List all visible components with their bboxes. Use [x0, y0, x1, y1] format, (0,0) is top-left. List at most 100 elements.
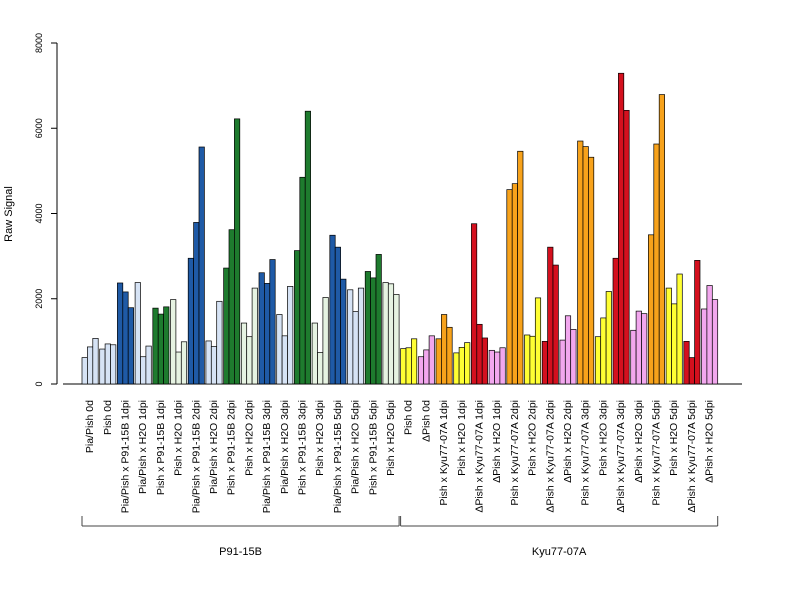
bar [134, 282, 141, 385]
bar [648, 234, 655, 385]
bar [364, 271, 371, 385]
bar [446, 326, 453, 385]
bar [228, 229, 235, 385]
bar [393, 294, 400, 385]
x-tick-label: ΔPish x Kyu77-07A 5dpi [686, 400, 698, 513]
bar [612, 257, 619, 385]
bar [541, 341, 548, 385]
bar [140, 356, 147, 385]
bar [676, 273, 683, 385]
bar [251, 287, 258, 385]
bar [694, 260, 701, 385]
x-tick-label: Pia/Pish x P91-15B 3dpi [261, 400, 273, 513]
x-tick-label: ΔPish x Kyu77-07A 2dpi [544, 400, 556, 513]
x-tick-label: ΔPish x Kyu77-07A 1dpi [474, 400, 486, 513]
x-tick-labels: Pia/Pish 0d Pish 0d Pia/Pish x P91-15B 1dp… [84, 400, 715, 513]
bar [387, 283, 395, 385]
bar [488, 349, 495, 385]
bar [205, 340, 212, 385]
x-tick-label: Pia/Pish x P91-15B 5dpi [332, 400, 344, 513]
bar [329, 234, 336, 385]
bar [198, 146, 205, 385]
x-tick-label: Pish x H2O 2dpi [527, 400, 539, 476]
bar [577, 140, 584, 385]
bar [145, 345, 152, 385]
bar [582, 146, 589, 385]
bar [92, 338, 99, 385]
bar [534, 297, 542, 385]
bar [623, 109, 630, 385]
x-tick-label: Pish x Kyu77-07A 2dpi [509, 400, 521, 506]
y-tick-label: 0 [34, 381, 44, 386]
x-tick-label: Pish x Kyu77-07A 3dpi [580, 400, 592, 506]
x-tick-label: Pia/Pish x P91-15B 1dpi [120, 400, 132, 513]
bar [382, 282, 389, 385]
x-tick-label: ΔPish x H2O 2dpi [562, 400, 574, 483]
bar [334, 246, 341, 385]
bar [701, 308, 708, 385]
bar [405, 347, 412, 385]
bar [152, 307, 159, 385]
x-tick-label: Pish x H2O 3dpi [314, 400, 326, 476]
y-tick-label: 2000 [34, 289, 44, 309]
bar [481, 337, 488, 385]
bar [411, 338, 418, 385]
bar [453, 352, 460, 385]
x-tick-label: Pish x P91-15B 1dpi [155, 400, 167, 495]
bar [641, 313, 648, 385]
bracket-label: Kyu77-07A [532, 546, 587, 558]
x-tick-label: Pish x H2O 1dpi [456, 400, 468, 476]
x-tick-label: Pia/Pish x H2O 1dpi [137, 400, 149, 494]
bar [127, 307, 134, 385]
x-tick-label: Pish x H2O 3dpi [597, 400, 609, 476]
bar [511, 183, 518, 385]
bar [340, 278, 347, 385]
bar [605, 291, 612, 385]
bar [688, 357, 695, 385]
bar [547, 246, 554, 385]
bar [352, 311, 359, 385]
bar [653, 143, 660, 385]
bar [671, 303, 678, 385]
bar [258, 272, 265, 385]
bar [193, 222, 200, 385]
bar [570, 329, 577, 385]
bar [588, 156, 595, 385]
bar [435, 338, 442, 385]
x-tick-label: ΔPish x H2O 1dpi [491, 400, 503, 483]
bar [276, 314, 283, 385]
x-tick-label: Pish x H2O 5dpi [668, 400, 680, 476]
bar [287, 286, 294, 385]
bar [375, 254, 382, 385]
bar [499, 347, 506, 385]
bar [476, 323, 483, 385]
bar [600, 317, 607, 385]
x-tick-label: Pish x P91-15B 2dpi [226, 400, 238, 495]
x-tick-label: Pish x H2O 2dpi [243, 400, 255, 476]
bar [180, 341, 188, 385]
bar [464, 342, 471, 385]
x-tick-label: Pia/Pish 0d [84, 400, 96, 453]
x-tick-label: Pish 0d [403, 400, 415, 435]
x-tick-label: Pish 0d [102, 400, 114, 435]
bar [517, 150, 524, 385]
bar [552, 264, 559, 385]
y-tick-label: 4000 [34, 203, 44, 223]
bar [458, 346, 465, 385]
bar [471, 223, 478, 385]
bar [423, 349, 430, 385]
x-tick-label: Pish x P91-15B 5dpi [367, 400, 379, 495]
bar [157, 313, 164, 385]
bar [216, 300, 223, 385]
bar [347, 289, 354, 385]
x-tick-label: Pish x H2O 1dpi [173, 400, 185, 476]
bar [210, 346, 218, 385]
bar [240, 322, 248, 385]
bar [506, 189, 513, 385]
x-tick-label: Pish x H2O 5dpi [385, 400, 397, 476]
bar [706, 285, 713, 385]
bar [246, 336, 253, 385]
x-tick-label: Pish x P91-15B 3dpi [297, 400, 309, 495]
bars [81, 72, 719, 385]
x-tick-label: Pia/Pish x H2O 5dpi [350, 400, 362, 494]
